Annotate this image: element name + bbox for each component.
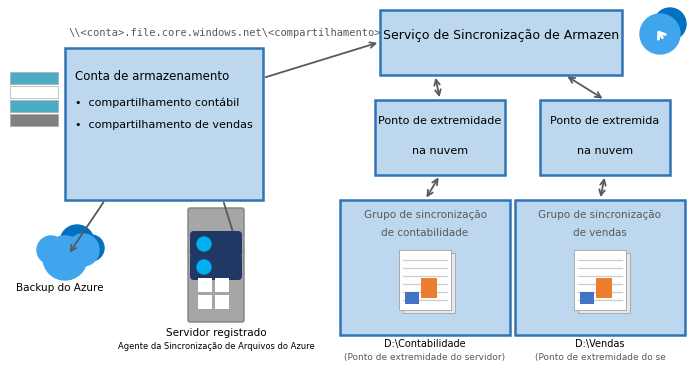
Text: (Ponto de extremidade do se: (Ponto de extremidade do se <box>535 353 665 362</box>
FancyBboxPatch shape <box>190 231 242 257</box>
FancyBboxPatch shape <box>65 48 263 200</box>
Text: \\<conta>.file.core.windows.net\<compartilhamento>: \\<conta>.file.core.windows.net\<compart… <box>68 28 380 38</box>
Text: Ponto de extremidade: Ponto de extremidade <box>378 116 502 126</box>
Circle shape <box>53 236 77 260</box>
FancyBboxPatch shape <box>596 278 612 298</box>
Text: Serviço de Sincronização de Armazen: Serviço de Sincronização de Armazen <box>383 30 619 42</box>
FancyBboxPatch shape <box>405 292 419 304</box>
Text: de contabilidade: de contabilidade <box>382 228 469 238</box>
FancyBboxPatch shape <box>10 72 58 84</box>
Circle shape <box>60 225 94 259</box>
FancyBboxPatch shape <box>580 292 594 304</box>
FancyBboxPatch shape <box>574 250 626 310</box>
Text: Grupo de sincronização: Grupo de sincronização <box>538 210 662 220</box>
Text: •  compartilhamento de vendas: • compartilhamento de vendas <box>75 120 253 130</box>
Circle shape <box>197 260 211 274</box>
FancyBboxPatch shape <box>190 254 242 280</box>
FancyBboxPatch shape <box>540 100 670 175</box>
FancyBboxPatch shape <box>403 253 455 313</box>
Text: •  compartilhamento contábil: • compartilhamento contábil <box>75 98 239 108</box>
FancyBboxPatch shape <box>421 278 437 298</box>
FancyBboxPatch shape <box>215 295 229 309</box>
Text: (Ponto de extremidade do servidor): (Ponto de extremidade do servidor) <box>344 353 506 362</box>
FancyBboxPatch shape <box>198 278 212 292</box>
Text: Ponto de extremida: Ponto de extremida <box>551 116 660 126</box>
FancyBboxPatch shape <box>198 295 212 309</box>
FancyBboxPatch shape <box>375 100 505 175</box>
Circle shape <box>67 234 99 266</box>
FancyBboxPatch shape <box>10 86 58 98</box>
Circle shape <box>640 14 680 54</box>
Text: Backup do Azure: Backup do Azure <box>17 283 104 293</box>
FancyBboxPatch shape <box>10 114 58 126</box>
Text: Conta de armazenamento: Conta de armazenamento <box>75 70 229 83</box>
FancyBboxPatch shape <box>399 250 451 310</box>
Text: D:\Contabilidade: D:\Contabilidade <box>384 339 466 349</box>
Text: Agente da Sincronização de Arquivos do Azure: Agente da Sincronização de Arquivos do A… <box>117 342 315 351</box>
Text: de vendas: de vendas <box>573 228 627 238</box>
Text: na nuvem: na nuvem <box>577 146 633 156</box>
FancyBboxPatch shape <box>578 253 630 313</box>
FancyBboxPatch shape <box>10 100 58 112</box>
Text: na nuvem: na nuvem <box>412 146 468 156</box>
FancyBboxPatch shape <box>340 200 510 335</box>
FancyBboxPatch shape <box>515 200 685 335</box>
FancyBboxPatch shape <box>188 208 244 322</box>
Circle shape <box>654 8 686 40</box>
FancyBboxPatch shape <box>215 278 229 292</box>
Text: Grupo de sincronização: Grupo de sincronização <box>364 210 486 220</box>
Text: Servidor registrado: Servidor registrado <box>166 328 266 338</box>
Circle shape <box>78 235 104 261</box>
Circle shape <box>37 236 65 264</box>
Circle shape <box>43 236 87 280</box>
FancyBboxPatch shape <box>380 10 622 75</box>
Text: D:\Vendas: D:\Vendas <box>575 339 624 349</box>
Circle shape <box>197 237 211 251</box>
